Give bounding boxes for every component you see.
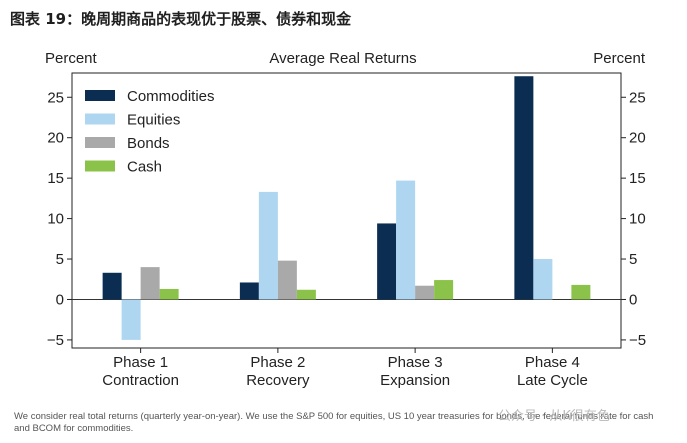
- y-tick-label-left: 15: [47, 170, 64, 187]
- y-tick-label-right: 5: [629, 251, 637, 268]
- legend-swatch-commodities: [85, 90, 115, 101]
- y-tick-label-left: −5: [47, 332, 64, 349]
- bar-bonds-2: [277, 260, 297, 300]
- y-tick-label-left: 10: [47, 211, 64, 228]
- y-tick-label-right: 25: [629, 89, 646, 106]
- figure-title: 图表 19：晚周期商品的表现优于股票、债券和现金: [10, 10, 352, 28]
- chart-title: Average Real Returns: [269, 50, 416, 67]
- plot-frame: [71, 72, 622, 349]
- legend-label-bonds: Bonds: [127, 135, 170, 152]
- y-axis-label-right: Percent: [593, 50, 646, 67]
- bar-commodities-3: [377, 223, 397, 300]
- bar-cash-2: [296, 289, 316, 300]
- x-tick-label: Phase 4 Late Cycle: [517, 354, 588, 389]
- y-tick-label-left: 25: [47, 89, 64, 106]
- y-tick-label-right: 0: [629, 291, 637, 308]
- y-tick-label-left: 20: [47, 130, 64, 147]
- watermark: 公众号 · 从K很有色: [498, 409, 610, 424]
- y-axis-label-left: Percent: [45, 50, 98, 67]
- bar-equities-4: [533, 259, 553, 300]
- footnote: We consider real total returns (quarterl…: [14, 411, 654, 434]
- x-tick-label: Phase 2 Recovery: [246, 354, 310, 389]
- bar-equities-1: [121, 299, 141, 340]
- bar-commodities-1: [102, 272, 122, 300]
- y-tick-label-right: 20: [629, 130, 646, 147]
- legend-label-commodities: Commodities: [127, 88, 215, 105]
- y-tick-label-left: 0: [56, 291, 64, 308]
- legend-swatch-equities: [85, 113, 115, 125]
- bar-cash-3: [434, 280, 454, 300]
- bar-bonds-1: [140, 267, 160, 300]
- bar-cash-4: [571, 284, 591, 300]
- legend-label-cash: Cash: [127, 159, 162, 176]
- y-tick-label-left: 5: [56, 251, 64, 268]
- bar-commodities-4: [514, 76, 534, 300]
- legend-swatch-cash: [85, 160, 115, 172]
- bar-bonds-3: [415, 285, 435, 300]
- bar-equities-3: [396, 180, 416, 300]
- legend-swatch-bonds: [85, 137, 115, 148]
- y-tick-label-right: 10: [629, 211, 646, 228]
- x-tick-label: Phase 1 Contraction: [102, 354, 179, 389]
- legend-label-equities: Equities: [127, 112, 180, 129]
- y-tick-label-right: 15: [629, 170, 646, 187]
- x-tick-label: Phase 3 Expansion: [380, 354, 450, 389]
- bar-cash-1: [159, 288, 179, 300]
- y-tick-label-right: −5: [629, 332, 646, 349]
- bar-commodities-2: [239, 282, 259, 300]
- bar-equities-2: [258, 191, 278, 300]
